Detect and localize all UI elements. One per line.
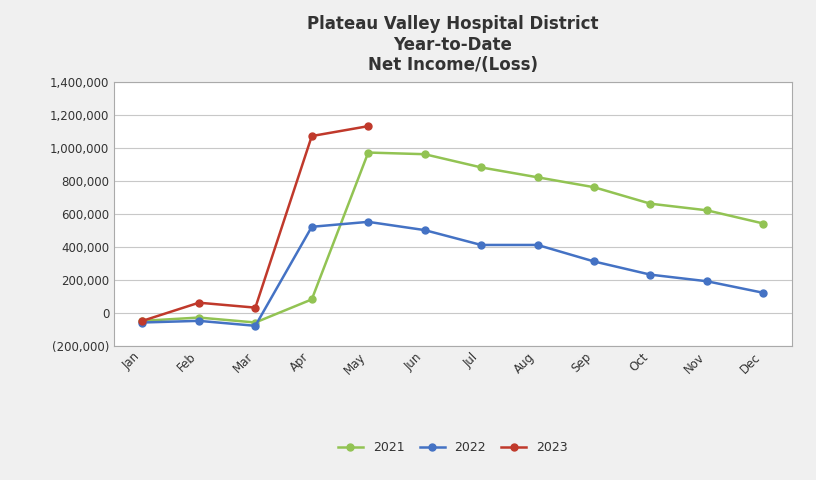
2021	[363, 150, 373, 156]
Legend: 2021, 2022, 2023: 2021, 2022, 2023	[333, 436, 573, 459]
2021	[589, 184, 599, 190]
2023	[251, 305, 260, 311]
2022	[477, 242, 486, 248]
Line: 2022: 2022	[139, 218, 767, 329]
2021	[138, 318, 148, 324]
2022	[758, 290, 768, 296]
2021	[477, 165, 486, 170]
2023	[138, 318, 148, 324]
2022	[589, 259, 599, 264]
2023	[194, 300, 204, 306]
2021	[758, 221, 768, 227]
2021	[702, 207, 712, 213]
2022	[138, 320, 148, 325]
2023	[363, 123, 373, 129]
2021	[194, 315, 204, 321]
2022	[702, 278, 712, 284]
Line: 2021: 2021	[139, 149, 767, 326]
Line: 2023: 2023	[139, 123, 372, 324]
2022	[363, 219, 373, 225]
2022	[419, 227, 429, 233]
2022	[645, 272, 655, 277]
2022	[533, 242, 543, 248]
2021	[533, 174, 543, 180]
2022	[251, 323, 260, 329]
2023	[307, 133, 317, 139]
2022	[307, 224, 317, 229]
Title: Plateau Valley Hospital District
Year-to-Date
Net Income/(Loss): Plateau Valley Hospital District Year-to…	[307, 15, 599, 74]
2022	[194, 318, 204, 324]
2021	[645, 201, 655, 206]
2021	[419, 151, 429, 157]
2021	[307, 297, 317, 302]
2021	[251, 320, 260, 325]
